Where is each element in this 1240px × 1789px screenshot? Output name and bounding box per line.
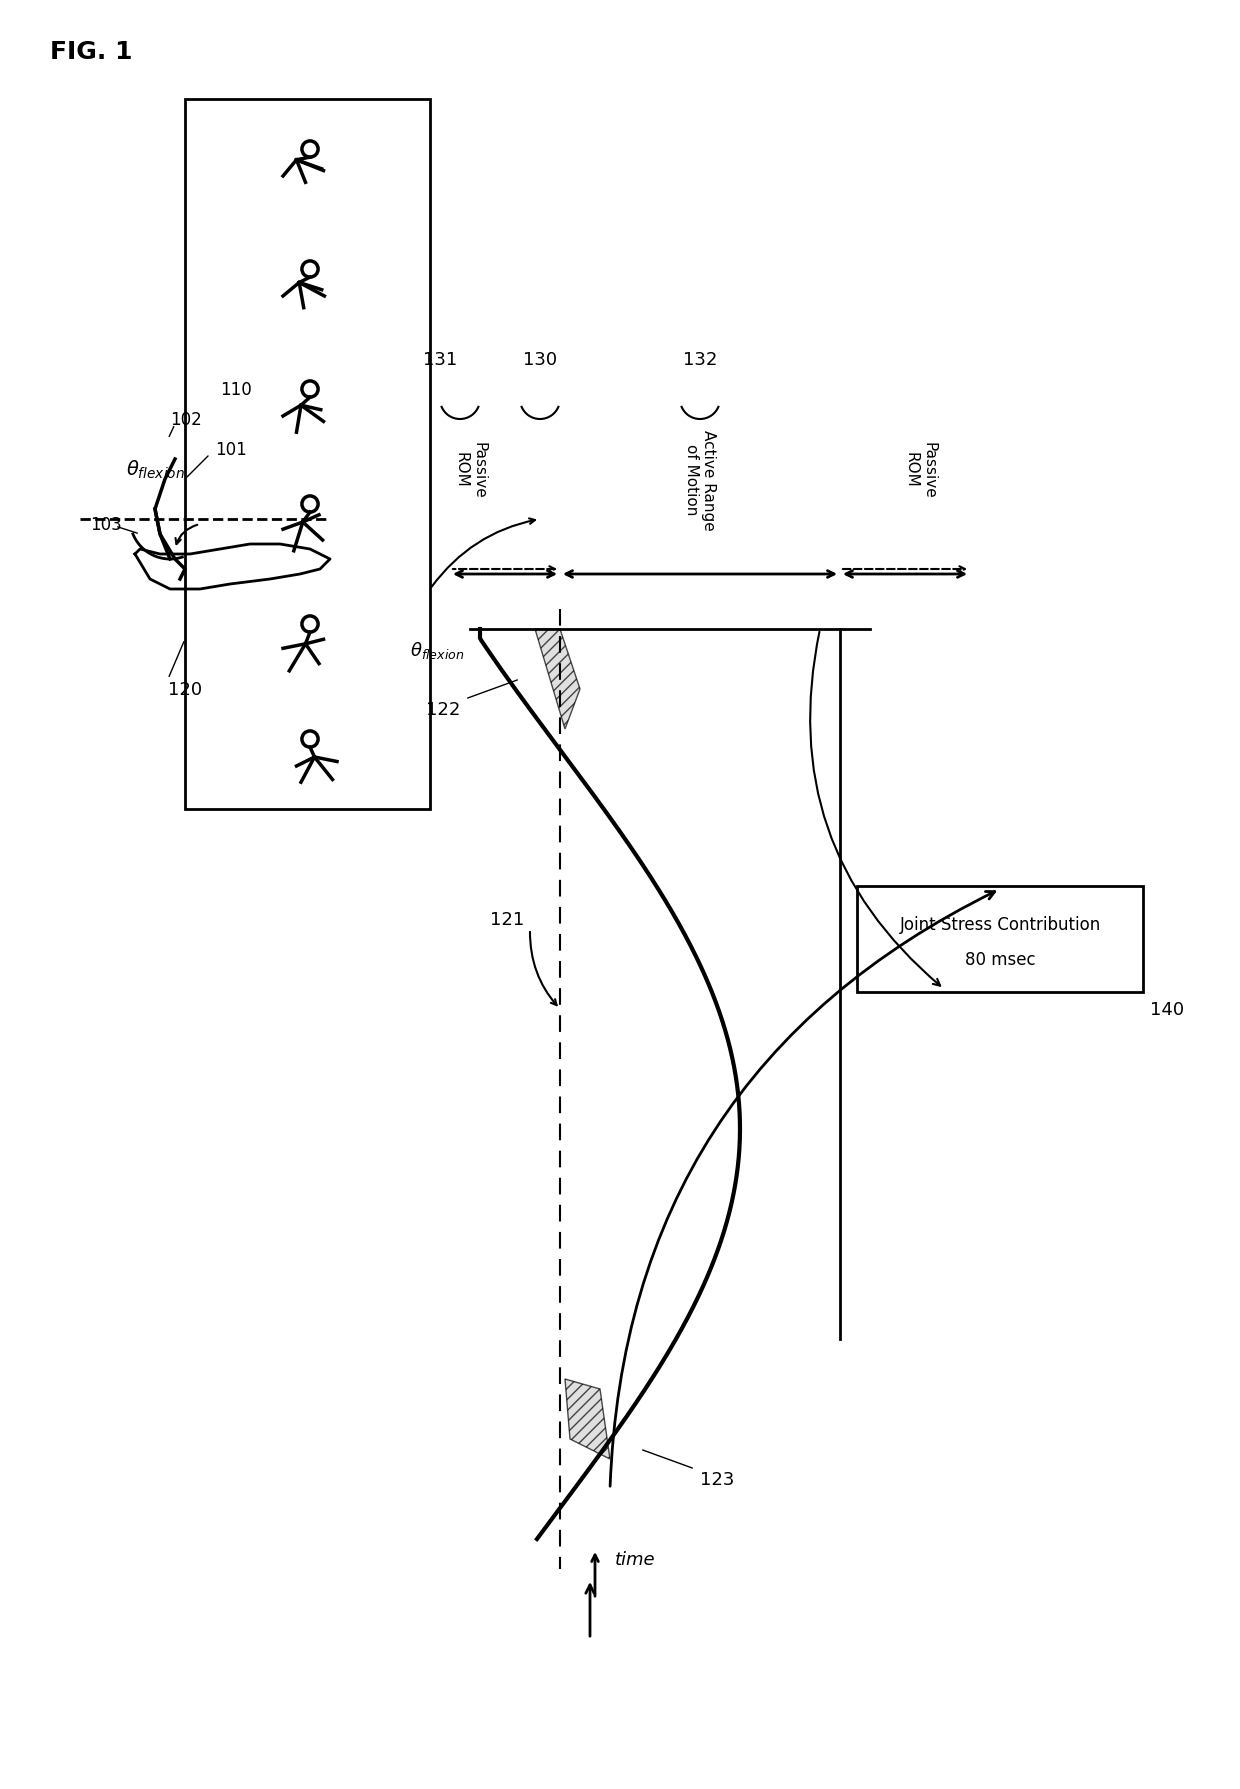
Text: 103: 103 — [91, 515, 122, 533]
Bar — [185, 100, 430, 810]
Text: 102: 102 — [170, 411, 202, 429]
Polygon shape — [565, 1379, 610, 1460]
Text: 121: 121 — [490, 911, 525, 928]
Text: FIG. 1: FIG. 1 — [50, 39, 133, 64]
FancyBboxPatch shape — [857, 887, 1143, 993]
Text: $\theta_{flexion}$: $\theta_{flexion}$ — [410, 640, 465, 660]
Text: 131: 131 — [423, 351, 458, 369]
Text: 80 msec: 80 msec — [965, 950, 1035, 968]
Text: Passive
ROM: Passive ROM — [454, 442, 486, 497]
Text: 110: 110 — [219, 381, 252, 399]
Polygon shape — [534, 630, 580, 730]
Text: 120: 120 — [167, 680, 202, 699]
Text: 130: 130 — [523, 351, 557, 369]
Text: 101: 101 — [215, 440, 247, 458]
Text: Passive
ROM: Passive ROM — [904, 442, 936, 497]
Text: 122: 122 — [425, 701, 460, 719]
Text: $\theta_{flexion}$: $\theta_{flexion}$ — [125, 458, 185, 481]
Text: Active Range
of Motion: Active Range of Motion — [683, 429, 717, 530]
Text: 140: 140 — [1149, 1000, 1184, 1018]
Text: time: time — [615, 1549, 656, 1569]
Text: 132: 132 — [683, 351, 717, 369]
Text: 123: 123 — [701, 1471, 734, 1488]
Text: Joint Stress Contribution: Joint Stress Contribution — [899, 916, 1101, 934]
